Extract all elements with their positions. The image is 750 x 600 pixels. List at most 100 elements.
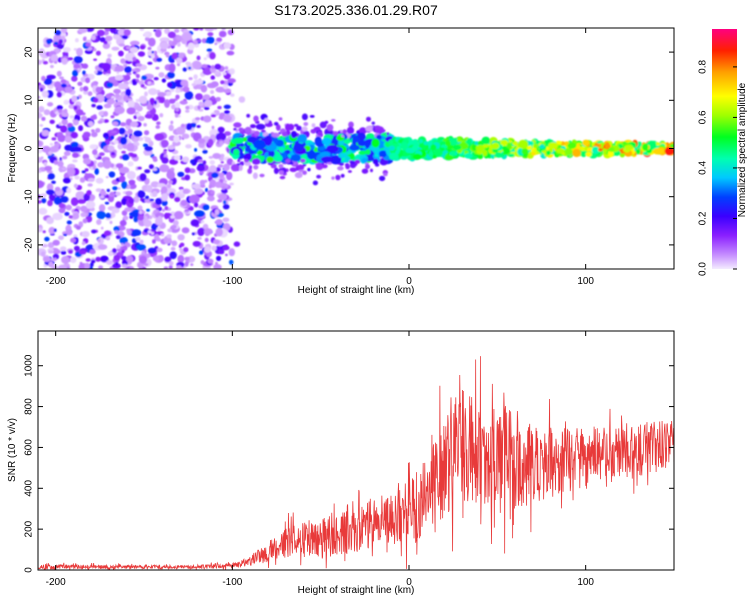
noise-blob: [200, 220, 205, 224]
noise-blob: [62, 155, 68, 160]
noise-blob: [222, 217, 230, 223]
carrier-blob: [521, 148, 529, 155]
noise-blob: [38, 59, 42, 65]
noise-blob: [196, 165, 205, 172]
emerging-blob: [307, 167, 311, 172]
noise-blob: [104, 28, 112, 32]
y-tick-label: 1000: [24, 354, 35, 377]
noise-blob: [111, 130, 118, 134]
noise-blob: [188, 66, 192, 70]
noise-blob: [48, 250, 54, 254]
noise-blob: [174, 28, 180, 33]
noise-blob: [156, 121, 161, 125]
noise-blob: [224, 138, 231, 145]
noise-blob: [89, 144, 98, 150]
noise-blob: [60, 125, 68, 133]
noise-blob: [202, 68, 213, 76]
noise-blob: [174, 196, 181, 203]
noise-blob: [150, 82, 155, 86]
noise-blob: [121, 249, 125, 254]
carrier-blob: [533, 143, 538, 148]
snr-x-label: Height of straight line (km): [298, 585, 415, 596]
noise-blob: [80, 205, 88, 212]
noise-blob: [181, 133, 190, 139]
emerging-blob: [275, 124, 281, 131]
noise-blob: [211, 172, 219, 179]
noise-blob: [209, 52, 216, 60]
noise-blob: [152, 239, 156, 244]
emerging-blob: [301, 113, 308, 121]
noise-blob: [117, 143, 124, 150]
noise-blob: [220, 80, 225, 85]
carrier-blob: [531, 152, 536, 156]
noise-blob: [121, 154, 130, 161]
noise-blob: [123, 215, 129, 221]
noise-blob: [169, 194, 175, 199]
carrier-blob: [445, 140, 451, 147]
noise-blob: [48, 261, 54, 268]
noise-blob: [46, 183, 54, 192]
noise-blob: [228, 248, 235, 257]
emerging-blob: [364, 142, 370, 149]
emerging-blob: [372, 158, 379, 165]
noise-blob: [220, 153, 225, 158]
noise-blob: [115, 261, 119, 266]
noise-blob: [46, 39, 52, 45]
noise-blob: [169, 88, 175, 93]
emerging-blob: [316, 174, 321, 179]
noise-blob: [75, 109, 84, 116]
noise-blob: [43, 109, 51, 116]
noise-blob: [79, 86, 84, 92]
noise-blob: [105, 35, 113, 42]
noise-blob: [77, 64, 81, 69]
noise-blob: [180, 79, 189, 87]
noise-blob: [137, 205, 143, 211]
noise-blob: [64, 211, 70, 216]
noise-blob: [166, 183, 172, 189]
noise-blob: [79, 249, 87, 255]
noise-blob: [184, 91, 194, 100]
noise-blob: [74, 175, 80, 180]
noise-blob: [176, 63, 181, 67]
noise-blob: [81, 241, 86, 246]
noise-blob: [100, 226, 104, 230]
noise-blob: [170, 60, 175, 63]
emerging-blob: [300, 158, 306, 163]
noise-blob: [91, 131, 98, 138]
noise-blob: [114, 230, 119, 235]
noise-blob: [226, 50, 235, 56]
noise-blob: [72, 212, 80, 220]
spectrogram-frame: [37, 27, 675, 270]
noise-blob: [63, 233, 68, 237]
noise-blob: [223, 179, 228, 183]
noise-blob: [38, 113, 43, 118]
noise-blob: [57, 161, 64, 167]
emerging-blob: [345, 164, 350, 170]
noise-blob: [103, 40, 108, 45]
noise-blob: [139, 239, 144, 244]
noise-blob: [216, 255, 222, 261]
noise-blob: [182, 156, 190, 163]
noise-blob: [47, 102, 54, 107]
colorbar-tick-label: 0.4: [698, 161, 709, 175]
noise-blob: [41, 75, 46, 82]
noise-blob: [93, 48, 97, 52]
noise-blob: [162, 208, 165, 212]
y-tick-label: -20: [24, 237, 35, 252]
emerging-blob: [378, 150, 387, 158]
noise-blob: [79, 177, 86, 183]
emerging-blob: [365, 164, 370, 170]
noise-blob: [223, 163, 230, 171]
noise-blob: [168, 63, 176, 73]
noise-blob: [67, 125, 76, 133]
emerging-blob: [237, 159, 241, 163]
noise-blob: [125, 190, 133, 196]
noise-blob: [156, 227, 161, 231]
noise-blob: [198, 170, 204, 175]
noise-blob: [127, 161, 134, 167]
noise-blob: [222, 204, 230, 210]
carrier-blob: [389, 152, 399, 161]
emerging-blob: [383, 172, 388, 177]
noise-blob: [203, 94, 211, 100]
